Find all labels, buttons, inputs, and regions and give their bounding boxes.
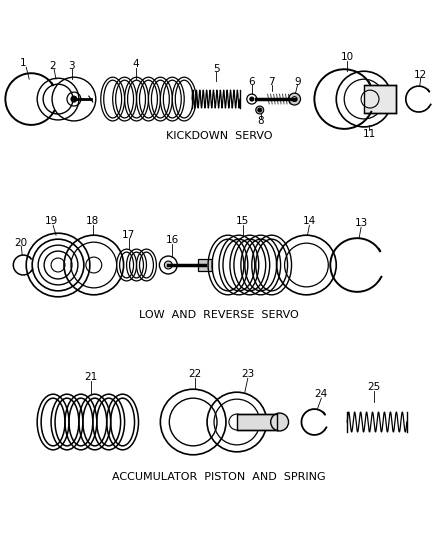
Text: 8: 8 — [258, 116, 264, 126]
Bar — [237, 414, 277, 430]
Circle shape — [250, 97, 254, 101]
Text: KICKDOWN  SERVO: KICKDOWN SERVO — [166, 131, 272, 141]
Circle shape — [289, 93, 300, 105]
Text: 15: 15 — [236, 216, 250, 227]
Text: LOW  AND  REVERSE  SERVO: LOW AND REVERSE SERVO — [139, 310, 299, 320]
Circle shape — [258, 108, 262, 112]
Text: 9: 9 — [294, 77, 301, 87]
Text: 4: 4 — [132, 59, 139, 69]
Text: 6: 6 — [248, 77, 255, 87]
Text: 25: 25 — [367, 382, 381, 392]
Text: 10: 10 — [341, 52, 354, 62]
Circle shape — [256, 106, 264, 114]
Text: ACCUMULATOR  PISTON  AND  SPRING: ACCUMULATOR PISTON AND SPRING — [112, 472, 326, 482]
Text: 3: 3 — [69, 61, 75, 71]
Bar — [364, 85, 396, 113]
Text: 22: 22 — [188, 369, 202, 379]
Text: 23: 23 — [241, 369, 254, 379]
Circle shape — [271, 413, 289, 431]
Text: 11: 11 — [362, 129, 376, 139]
Text: 5: 5 — [213, 64, 219, 74]
Text: 13: 13 — [354, 219, 368, 228]
Text: 2: 2 — [50, 61, 57, 71]
Text: 18: 18 — [86, 216, 99, 227]
Bar — [198, 259, 212, 271]
Text: 1: 1 — [20, 58, 27, 68]
Text: 14: 14 — [303, 216, 316, 227]
Text: 12: 12 — [414, 70, 427, 80]
Text: 16: 16 — [166, 235, 179, 245]
Text: 19: 19 — [44, 216, 58, 227]
Text: 17: 17 — [122, 230, 135, 240]
Text: 24: 24 — [315, 389, 328, 399]
Text: 7: 7 — [268, 77, 275, 87]
Circle shape — [71, 96, 77, 102]
Text: 21: 21 — [84, 372, 97, 382]
Text: 20: 20 — [15, 238, 28, 248]
Circle shape — [164, 261, 172, 269]
